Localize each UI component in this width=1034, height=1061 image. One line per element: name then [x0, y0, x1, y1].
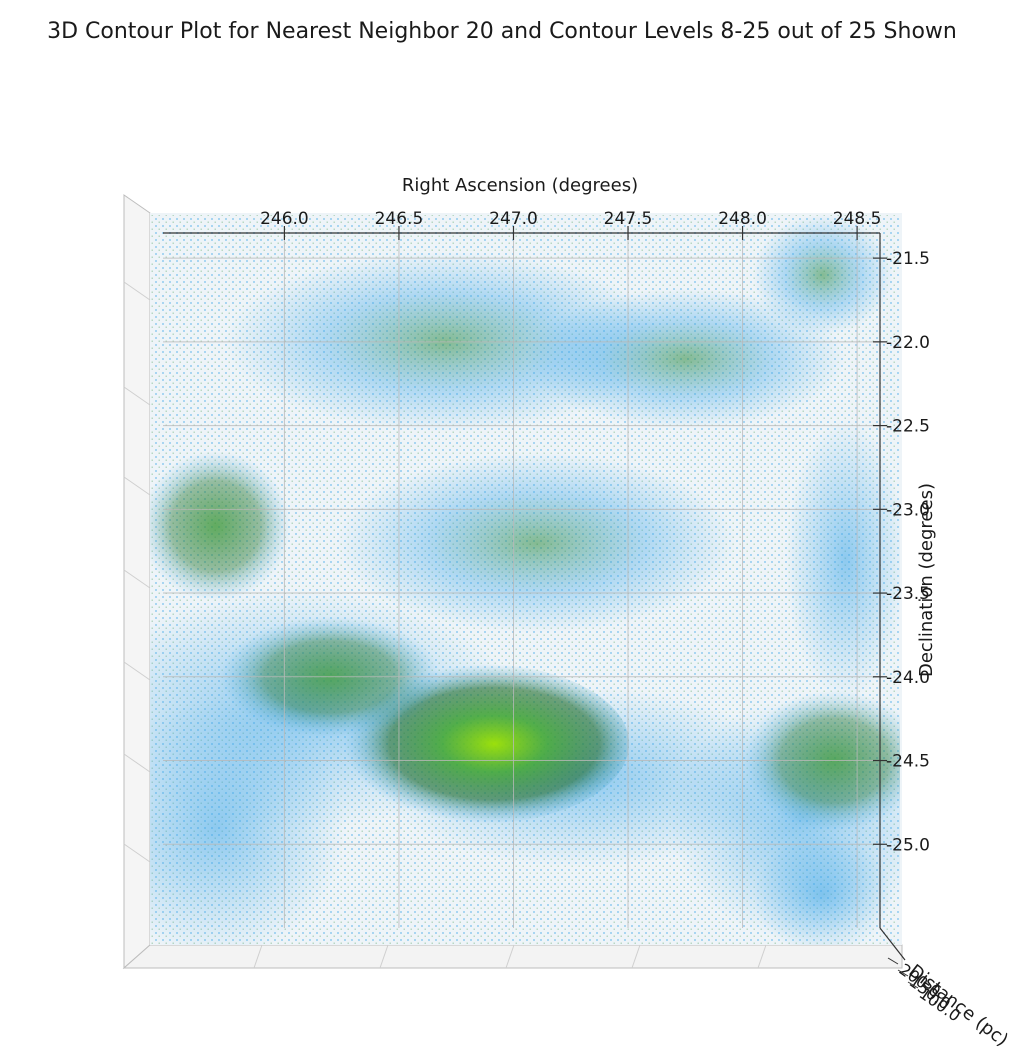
density-region-4: [752, 834, 893, 945]
pane-line-2: [123, 476, 151, 496]
gridlines: [163, 233, 880, 928]
x-axis-ticks: 246.0 246.5 247.0 247.5 248.0 248.5: [260, 209, 881, 240]
y-tick-label-4: -23.5: [886, 584, 930, 604]
z-axis-label: Distance (pc): [905, 961, 1012, 1051]
pane-line-1: [123, 386, 151, 406]
z-tick-0: [887, 957, 899, 965]
x-tick-label-3: 247.5: [604, 209, 653, 229]
density-region-8: [336, 452, 737, 633]
x-tick-label-5: 248.5: [833, 209, 882, 229]
z-tick-2: [907, 981, 919, 989]
pane-line-5: [123, 753, 151, 773]
y-tick-label-7: -25.0: [886, 835, 930, 855]
pane-grid: [123, 281, 767, 969]
chart-title: 3D Contour Plot for Nearest Neighbor 20 …: [47, 19, 957, 44]
floor-line-2: [505, 944, 515, 969]
pane-line-4: [123, 661, 151, 681]
x-tick-label-0: 246.0: [260, 209, 309, 229]
y-tick-label-1: -22.0: [886, 333, 930, 353]
pane-line-0: [123, 281, 151, 301]
y-tick-label-0: -21.5: [886, 249, 930, 269]
y-tick-label-6: -24.5: [886, 752, 930, 772]
y-axis-ticks: -21.5 -22.0 -22.5 -23.0 -23.5 -24.0 -24.5 -25.0: [873, 249, 930, 855]
density-region-5: [785, 419, 900, 700]
density-region-7: [525, 288, 846, 429]
floor-line-0: [253, 944, 263, 969]
floor-line-1: [379, 944, 389, 969]
y-tick-label-2: -22.5: [886, 417, 930, 437]
x-axis-label: Right Ascension (degrees): [402, 175, 638, 196]
y-axis-label: Declination (degrees): [916, 483, 937, 677]
z-axis-line: [879, 927, 906, 961]
frame: [163, 232, 881, 928]
pane-line-6: [123, 843, 151, 863]
floor-line-3: [631, 944, 641, 969]
x-tick-label-1: 246.5: [375, 209, 424, 229]
x-tick-label-2: 247.0: [489, 209, 538, 229]
contour-fill: [150, 215, 900, 945]
density-peak-2: [150, 451, 291, 602]
y-tick-label-5: -24.0: [886, 668, 930, 688]
x-tick-label-4: 248.0: [718, 209, 767, 229]
floor-line-4: [757, 944, 767, 969]
left-pane: [123, 194, 151, 970]
z-tick-1: [897, 969, 909, 977]
density-region-9: [752, 215, 893, 335]
density-region-1: [150, 697, 346, 945]
pane-line-3: [123, 569, 151, 589]
y-tick-label-3: -23.0: [886, 500, 930, 520]
